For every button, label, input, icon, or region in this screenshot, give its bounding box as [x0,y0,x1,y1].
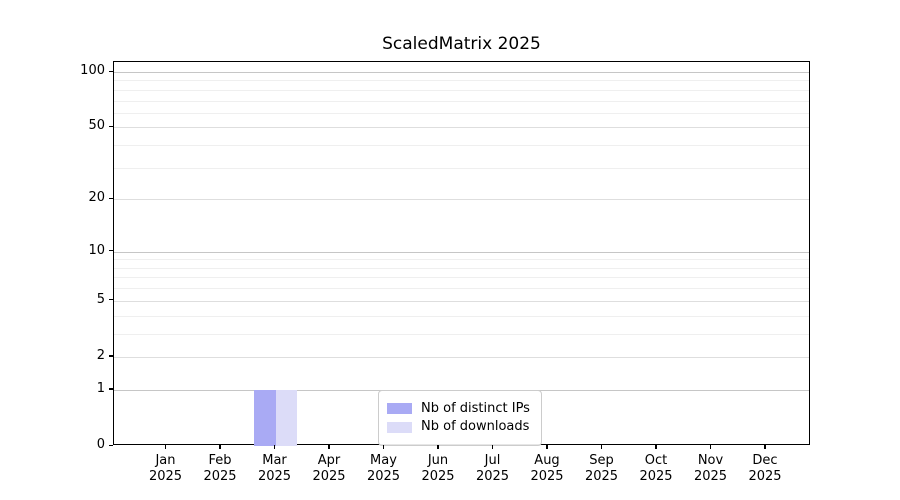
x-tick-label-mar-2025: Mar 2025 [257,453,292,484]
bar-nb-of-downloads-mar-2025 [275,389,297,446]
x-tickmark-oct-2025 [655,445,657,449]
x-tickmark-nov-2025 [709,445,712,449]
gridline-y-9 [114,259,809,261]
gridline-y-6 [114,288,809,290]
x-tick-label-may-2025: May 2025 [366,453,401,484]
x-tick-label-oct-2025: Oct 2025 [639,453,673,484]
gridline-y-100 [114,72,809,74]
y-tickmark-5 [109,299,113,301]
x-tick-label-jun-2025: Jun 2025 [421,453,455,484]
x-tick-label-sep-2025: Sep 2025 [584,453,619,484]
x-tickmark-aug-2025 [546,445,548,449]
gridline-y-90 [114,80,809,82]
y-tick-label-20: 20 [88,190,105,206]
gridline-y-30 [114,167,809,169]
legend-label: Nb of distinct IPs [421,400,530,416]
gridline-y-40 [114,145,809,147]
x-tickmark-may-2025 [382,445,385,449]
x-tick-label-apr-2025: Apr 2025 [312,453,346,484]
x-tick-label-aug-2025: Aug 2025 [530,453,564,484]
y-tick-label-10: 10 [88,242,105,258]
x-tickmark-jul-2025 [491,445,494,449]
x-tick-label-nov-2025: Nov 2025 [693,453,728,484]
x-tick-label-dec-2025: Dec 2025 [748,453,782,484]
gridline-y-10 [114,251,809,253]
y-tick-label-100: 100 [80,63,105,79]
y-tickmark-50 [109,125,113,128]
gridline-y-2 [114,356,809,358]
gridline-y-4 [114,315,809,317]
bar-nb-of-distinct-ips-mar-2025 [254,389,276,446]
gridline-y-7 [114,277,809,279]
legend-item-nb-of-distinct-ips: Nb of distinct IPs [387,401,530,417]
gridline-y-8 [114,267,809,269]
x-tick-label-feb-2025: Feb 2025 [203,453,237,484]
chart-title: ScaledMatrix 2025 [382,34,541,54]
legend-swatch-nb-of-distinct-ips [387,403,412,414]
gridline-y-80 [114,89,809,91]
plot-area: Nb of distinct IPs Nb of downloads [113,61,810,446]
legend-label: Nb of downloads [421,419,530,434]
gridline-y-20 [114,199,809,201]
gridline-y-60 [114,112,809,114]
y-tickmark-1 [109,388,113,390]
y-tickmark-20 [109,197,113,199]
gridline-y-70 [114,100,809,102]
y-tick-label-2: 2 [96,347,105,363]
legend-swatch-nb-of-downloads [387,421,412,433]
legend-item-nb-of-downloads: Nb of downloads [387,419,530,435]
y-tickmark-2 [109,355,113,357]
y-tick-label-0: 0 [96,437,105,452]
x-tickmark-apr-2025 [328,445,330,449]
gridline-y-50 [114,127,809,129]
x-tickmark-jun-2025 [437,445,439,449]
y-tick-label-50: 50 [88,118,105,134]
gridline-y-3 [114,333,809,335]
y-tickmark-0 [109,444,113,446]
legend: Nb of distinct IPs Nb of downloads [378,390,542,446]
x-tickmark-sep-2025 [600,445,603,449]
x-tickmark-jan-2025 [164,445,167,449]
x-tick-label-jul-2025: Jul 2025 [475,453,510,484]
x-tickmark-dec-2025 [764,445,766,449]
x-tick-label-jan-2025: Jan 2025 [148,453,183,484]
x-tickmark-feb-2025 [219,445,221,449]
y-tickmark-10 [109,250,113,252]
y-tick-label-1: 1 [96,380,105,396]
gridline-y-5 [114,300,809,302]
y-tick-label-5: 5 [96,291,105,307]
x-tickmark-mar-2025 [273,445,276,449]
y-tickmark-100 [109,70,113,72]
